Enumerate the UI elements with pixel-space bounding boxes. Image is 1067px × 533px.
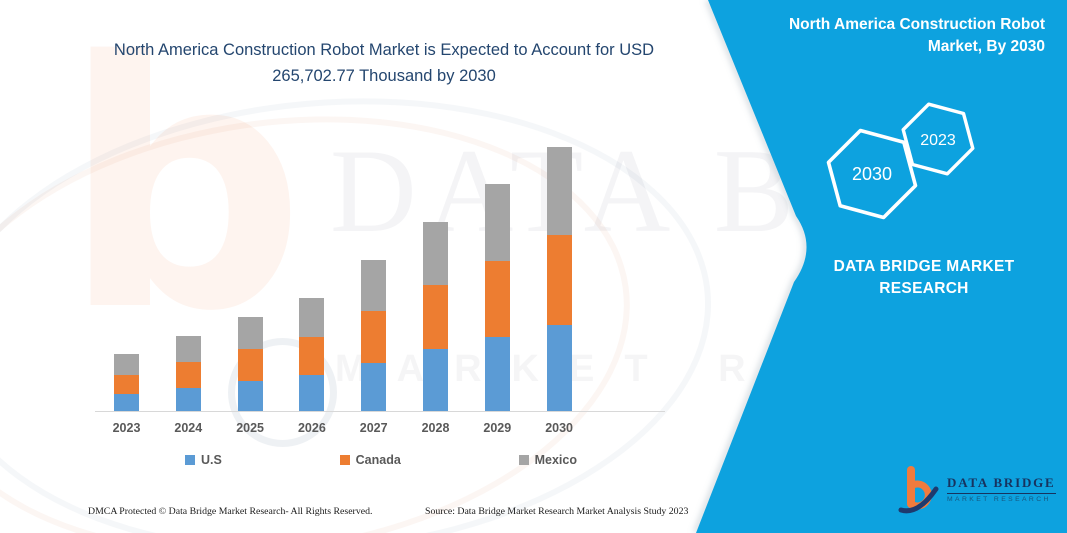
dbmr-logo-name: DATA BRIDGE [947,475,1056,494]
legend-swatch [518,455,529,465]
chart-title-line1: North America Construction Robot Market … [113,41,655,59]
x-axis-label: 2028 [421,421,450,435]
band-edge-shadow [692,0,810,533]
footer-source: Source: Data Bridge Market Research Mark… [425,506,689,517]
dbmr-logo-tagline: MARKET RESEARCH [947,496,1051,503]
bar-segment-us [361,363,387,411]
legend: U.S Canada Mexico [185,453,577,467]
teal-band-shape [696,0,1067,533]
bar-group-2029 [484,183,510,411]
hexagon-2030-label: 2030 [852,164,892,184]
bar-segment-mexico [299,298,325,338]
bar-segment-canada [361,311,387,364]
bar-segment-mexico [361,260,387,312]
x-axis-label: 2025 [236,421,264,435]
bar-group-2025 [237,317,263,411]
bar-segment-canada [299,337,325,376]
legend-item-us: U.S [185,453,222,467]
hexagon-2030 [826,128,918,220]
x-axis-label: 2030 [545,421,573,435]
hexagon-2023 [901,102,975,176]
dbmr-logo-text: DATA BRIDGE MARKET RESEARCH [947,475,1056,503]
bar-segment-mexico [423,222,448,286]
chart-title: North America Construction Robot Market … [80,38,688,89]
bar-segment-us [546,324,572,411]
bar-segment-us [114,394,139,411]
bar-segment-mexico [484,183,510,261]
bar-segment-mexico [237,317,263,350]
bar-group-2024 [175,336,201,411]
legend-label: Canada [355,453,401,467]
bar-group-2028 [423,222,448,411]
brand-text: DATA BRIDGE MARKET RESEARCH [833,258,1015,298]
bar-segment-canada [484,260,510,337]
bar-group-2030 [546,147,572,411]
dbmr-logo-b-icon [898,466,939,514]
legend-swatch [339,455,350,465]
legend-swatch [185,455,195,465]
bar-segment-us [423,349,448,411]
bar-segment-us [299,375,325,411]
x-axis-label: 2029 [483,421,512,435]
chart-plot: 2023 2024 2025 2026 2027 2028 2029 2030 [95,147,665,435]
right-panel-title: North America Construction Robot Market,… [788,16,1045,55]
bar-segment-canada [546,234,572,325]
legend-label: Mexico [534,453,577,467]
x-axis-label: 2027 [359,421,388,435]
footer-dmca: DMCA Protected © Data Bridge Market Rese… [88,506,373,517]
x-axis-label: 2024 [174,421,203,435]
x-axis-label: 2026 [297,421,326,435]
x-axis-line [95,411,665,412]
legend-label: U.S [201,453,222,467]
legend-item-canada: Canada [339,453,401,467]
chart-title-line2: 265,702.77 Thousand by 2030 [272,66,496,85]
bar-group-2026 [299,298,325,411]
bar-segment-us [484,336,510,411]
legend-item-mexico: Mexico [518,453,577,467]
bar-segment-us [237,381,263,411]
hexagon-2023-label: 2023 [920,132,956,149]
bar-segment-canada [237,349,263,381]
bar-segment-canada [175,362,201,389]
bar-group-2027 [361,260,387,411]
bar-segment-canada [423,285,448,349]
x-axis-label: 2023 [112,421,141,435]
hexagon-graphic: 2030 2023 [826,102,975,220]
bar-segment-canada [114,375,139,395]
bar-segment-mexico [175,336,201,363]
bar-group-2023 [114,354,139,411]
dbmr-logo: DATA BRIDGE MARKET RESEARCH [898,464,1066,514]
bar-segment-mexico [546,147,572,235]
bar-segment-mexico [114,354,139,376]
bar-segment-us [175,388,201,411]
